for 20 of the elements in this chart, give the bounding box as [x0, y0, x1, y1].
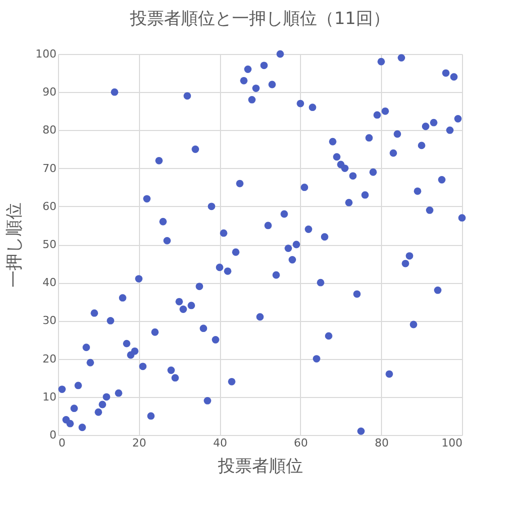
y-tick-label: 20	[42, 352, 56, 366]
y-tick-label: 50	[42, 238, 56, 251]
x-axis-title: 投票者順位	[217, 456, 303, 476]
y-tick-label: 0	[50, 428, 56, 442]
x-tick-label: 80	[374, 436, 389, 450]
y-tick-label: 100	[36, 48, 56, 60]
y-tick-label: 10	[42, 390, 56, 404]
x-tick-label: 40	[213, 436, 228, 450]
y-axis-title: 一押し順位	[4, 202, 25, 288]
y-tick-label: 80	[42, 124, 56, 137]
y-tick-label: 90	[42, 86, 56, 99]
x-tick-label: 100	[442, 436, 462, 450]
x-tick-label: 60	[294, 436, 308, 450]
chart-title: 投票者順位と一押し順位（11回）	[129, 9, 390, 29]
y-tick-label: 60	[42, 200, 56, 213]
x-tick-label: 0	[58, 436, 66, 450]
y-tick-label: 70	[42, 162, 56, 175]
y-tick-label: 30	[42, 314, 56, 328]
x-tick-label: 20	[132, 436, 146, 450]
y-tick-label: 40	[42, 276, 56, 290]
